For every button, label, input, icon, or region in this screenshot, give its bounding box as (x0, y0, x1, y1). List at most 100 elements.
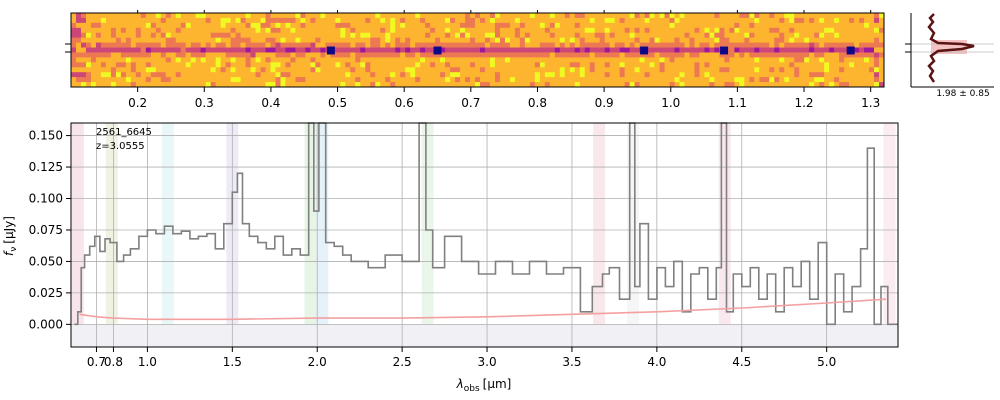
spectrum-2d-pixel (405, 32, 411, 39)
spectrum-2d-pixel (499, 82, 506, 88)
spectrum-2d-pixel (445, 42, 451, 48)
spectrum-2d-pixel (614, 37, 621, 43)
spectrum-2d-pixel (115, 17, 122, 24)
spectrum-2d-pixel (699, 67, 705, 73)
spectrum-2d-pixel (869, 17, 875, 24)
spectrum-2d-pixel (405, 82, 411, 88)
spectrum-2d-pixel (200, 22, 207, 29)
spectrum-2d-pixel (724, 67, 730, 73)
spectrum-2d-pixel (604, 67, 611, 73)
spectrum-2d-pixel (569, 57, 576, 63)
spectrum-2d-pixel (465, 47, 471, 53)
spectrum-2d-pixel (135, 17, 142, 24)
spectrum-2d-pixel (165, 17, 172, 24)
spectrum-2d-pixel (639, 17, 645, 24)
spectrum-2d-pixel (519, 72, 526, 78)
spectrum-2d-pixel (739, 82, 745, 88)
spectrum-2d-pixel (629, 22, 636, 29)
spectrum-2d-pixel (310, 27, 316, 34)
spectrum-2d-pixel (185, 27, 192, 34)
spectrum-2d-pixel (484, 22, 491, 29)
spectrum-2d-pixel (834, 72, 840, 78)
spectrum-2d-pixel (564, 17, 571, 24)
spectrum-2d-pixel (310, 62, 316, 68)
spectrum-2d-pixel (265, 17, 271, 24)
spectrum-2d-pixel (210, 42, 217, 48)
spectrum-2d-pixel (599, 13, 606, 19)
spectrum-2d-pixel (425, 52, 431, 58)
spectrum-2d-pixel (499, 47, 506, 53)
spectrum-2d-pixel (584, 17, 591, 24)
spectrum-2d-pixel (739, 17, 745, 24)
spectrum-2d-pixel (315, 22, 321, 29)
spectrum-2d-pixel (295, 42, 301, 48)
spectrum-2d-pixel (569, 13, 576, 19)
spectrum-2d-pixel (764, 22, 770, 29)
spectrum-2d-pixel (340, 77, 346, 83)
spectrum-2d-pixel (475, 47, 481, 53)
spectrum-2d-pixel (729, 32, 735, 39)
spectrum-2d-pixel (694, 62, 700, 68)
spectrum-2d-pixel (250, 13, 256, 19)
spectrum-2d-pixel (230, 57, 236, 63)
spectrum-2d-pixel (549, 62, 556, 68)
spectrum-2d-pixel (355, 47, 361, 53)
spectrum-2d-pixel (305, 82, 311, 88)
spectrum-2d-pixel (305, 37, 311, 43)
spectrum-2d-pixel (489, 57, 496, 63)
spectrum-2d-pixel (754, 77, 760, 83)
spectrum-2d-pixel (250, 32, 256, 39)
spectrum-2d-pixel (709, 57, 715, 63)
spectrum-2d-pixel (849, 32, 855, 39)
spectrum-2d-pixel (779, 13, 785, 19)
spectrum-2d-xtick-label: 1.2 (794, 96, 813, 110)
spectrum-2d-pixel (524, 22, 531, 29)
spectrum-2d-pixel (599, 52, 606, 58)
spectrum-2d-pixel (799, 42, 805, 48)
spectrum-2d-pixel (819, 67, 825, 73)
spectrum-2d-pixel (564, 67, 571, 73)
spectrum-2d-pixel (644, 82, 650, 88)
spectrum-2d-pixel (504, 17, 511, 24)
spectrum-2d-pixel (71, 72, 77, 78)
spectrum-2d-xtick-label: 1.1 (728, 96, 747, 110)
spectrum-2d-pixel (604, 32, 611, 39)
spectrum-2d-pixel (385, 13, 391, 19)
spectrum-2d-pixel (465, 13, 471, 19)
spectrum-2d-pixel (544, 77, 551, 83)
spectrum-2d-pixel (340, 37, 346, 43)
spectrum-2d-pixel (864, 17, 870, 24)
spectrum-2d-pixel (564, 22, 571, 29)
spectrum-2d-pixel (834, 67, 840, 73)
spectrum-2d-pixel (484, 17, 491, 24)
spectrum-2d-pixel (514, 67, 521, 73)
spectrum-2d-pixel (140, 62, 147, 68)
spectrum-2d-pixel (400, 67, 406, 73)
spectrum-2d-pixel (749, 82, 755, 88)
spectrum-2d-pixel (719, 22, 725, 29)
spectrum-2d-pixel (529, 37, 536, 43)
spectrum-2d-pixel (125, 37, 132, 43)
spectrum-2d-pixel (380, 52, 386, 58)
spectrum-2d-pixel (100, 37, 107, 43)
spectrum-2d-pixel (794, 13, 800, 19)
spectrum-2d-pixel (120, 13, 127, 19)
spectrum-2d-pixel (614, 32, 621, 39)
spectrum-2d-pixel (360, 42, 366, 48)
spectrum-2d-pixel (674, 67, 680, 73)
spectrum-2d-pixel (235, 72, 241, 78)
spectrum-2d-pixel (669, 82, 675, 88)
spectrum-2d-pixel (175, 62, 182, 68)
y-tick-label: 0.000 (29, 317, 63, 331)
spectrum-2d-pixel (514, 72, 521, 78)
y-tick-label: 0.075 (29, 223, 63, 237)
spectrum-2d-pixel (634, 32, 640, 39)
spectrum-2d-pixel (689, 57, 695, 63)
spectrum-2d-pixel (155, 57, 162, 63)
spectrum-2d-pixel (789, 52, 795, 58)
spectrum-2d-pixel (220, 13, 227, 19)
spectrum-2d-pixel (614, 62, 621, 68)
spectrum-2d-pixel (375, 32, 381, 39)
spectrum-2d-pixel (430, 17, 436, 24)
spectrum-2d-pixel (649, 37, 655, 43)
